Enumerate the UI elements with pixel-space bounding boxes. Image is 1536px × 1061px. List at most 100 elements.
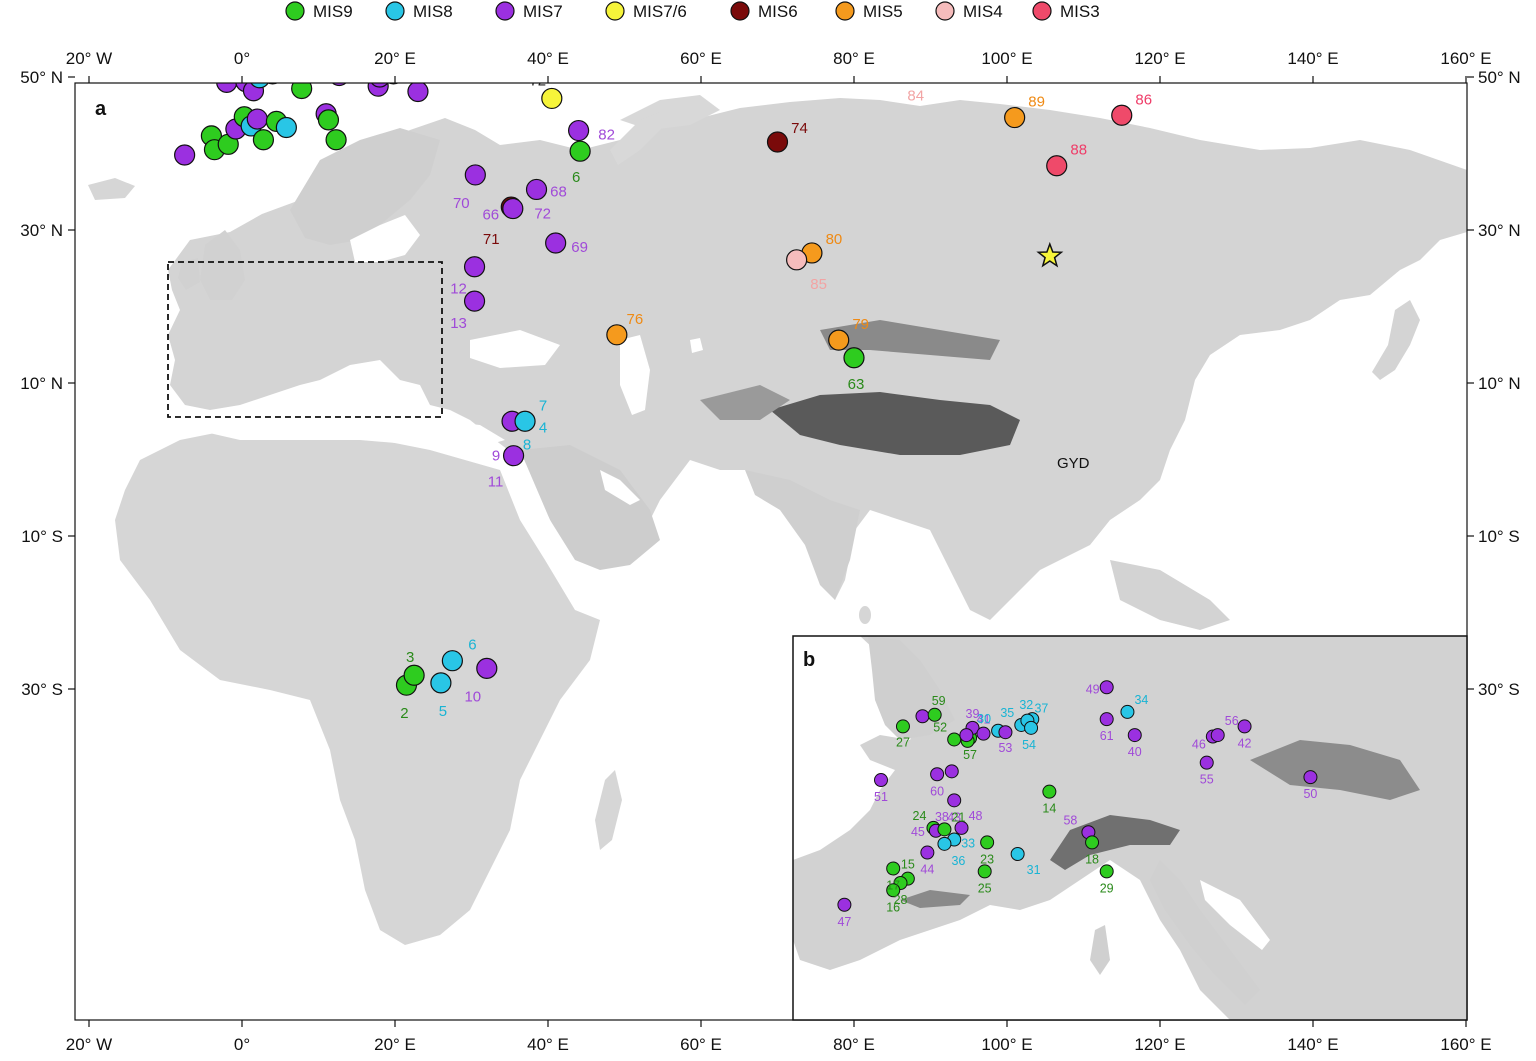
tibetan-plateau	[770, 392, 1020, 455]
legend-marker-mis5	[835, 1, 855, 21]
top-tick-label: 160° E	[1440, 49, 1491, 68]
site-marker-mis9	[291, 83, 313, 100]
top-longitude-axis: 20° W 0° 20° E 40° E 60° E 80° E 100° E 120° E 1…	[66, 49, 1492, 83]
inset-pyrenees	[900, 890, 970, 908]
site-label: 13	[450, 315, 467, 332]
site-label: 65	[905, 40, 922, 57]
site-marker-mis4	[884, 59, 904, 79]
bottom-tick-label: 160° E	[1440, 1035, 1491, 1054]
site-label: 72	[534, 206, 551, 223]
top-tick-label: 20° W	[66, 49, 112, 68]
left-tick-label: 30° S	[21, 680, 63, 699]
site-marker-mis9	[325, 129, 347, 151]
site-marker-mis9	[403, 664, 425, 686]
japan	[1372, 300, 1420, 380]
site-marker-mis7	[476, 657, 498, 679]
inset-site-marker-mis7	[874, 773, 888, 788]
legend-label-mis5: MIS5	[863, 2, 903, 21]
persian-gulf	[600, 470, 640, 505]
inset-site-label: 39	[966, 707, 980, 721]
inset-site-label: 43	[947, 810, 961, 824]
inset-site-label: 55	[1200, 773, 1214, 787]
site-marker-mis8	[441, 650, 463, 672]
inset-site-label: 17	[886, 879, 900, 893]
hindu-kush	[700, 385, 790, 420]
site-label: 81	[1076, 42, 1093, 59]
inset-site-marker-mis7	[837, 897, 852, 912]
site-label: 85	[810, 276, 827, 293]
site-marker-mis7	[567, 119, 590, 142]
inset-site-label: 61	[1100, 729, 1114, 743]
mountain-ranges	[820, 320, 1000, 360]
panel-b-letter: b	[803, 649, 815, 671]
site-label: 78	[684, 0, 701, 1]
inset-site-label: 52	[933, 720, 947, 734]
inset-site-marker-mis7	[1303, 770, 1318, 785]
right-tick-label: 30° N	[1478, 221, 1521, 240]
site-label: 82	[598, 127, 615, 144]
gyd-star-marker	[1036, 241, 1064, 268]
bottom-tick-label: 80° E	[833, 1035, 875, 1054]
site-marker-mis8	[430, 672, 452, 694]
panel-a-letter: a	[95, 98, 107, 120]
inset-site-label: 18	[1085, 852, 1099, 866]
site-marker-mis7	[318, 59, 338, 79]
left-tick-label: 10° S	[21, 527, 63, 546]
inset-site-label: 27	[896, 735, 910, 749]
inset-site-label: 30	[977, 712, 991, 726]
inset-corsica-sardinia	[1090, 925, 1110, 975]
bottom-tick-label: 140° E	[1287, 1035, 1338, 1054]
panel-a-sites	[174, 59, 1133, 696]
site-label: 3	[406, 649, 414, 666]
site-marker-mis8	[250, 83, 269, 89]
legend-label-mis4: MIS4	[963, 2, 1003, 21]
inset-site-label: 48	[969, 809, 983, 823]
inset-site-label: 24	[913, 809, 927, 823]
site-label: 80	[826, 231, 843, 248]
british-isles	[200, 230, 245, 300]
site-marker-mis7	[331, 83, 347, 87]
right-tick-label: 10° S	[1478, 527, 1520, 546]
site-marker-mis9	[252, 129, 275, 151]
inset-site-label: 50	[1303, 787, 1317, 801]
site-marker-mis7-6	[541, 87, 563, 110]
site-marker-mis7	[525, 178, 548, 201]
sri-lanka	[859, 606, 871, 624]
bottom-tick-label: 0°	[234, 1035, 250, 1054]
site-marker-mis7	[174, 144, 196, 166]
inset-site-label: 25	[978, 881, 992, 895]
top-tick-label: 60° E	[680, 49, 722, 68]
site-label: 11	[488, 474, 504, 491]
site-marker-mis9	[317, 109, 340, 131]
red-sea	[505, 450, 580, 575]
inset-site-label: 21	[951, 810, 965, 824]
legend-marker-mis6	[730, 1, 750, 21]
inset-mediterranean	[940, 915, 1220, 1020]
bottom-tick-label: 20° W	[66, 1035, 112, 1054]
inset-site-label: 35	[1000, 706, 1014, 720]
inset-site-label: 28	[894, 893, 908, 907]
site-label: 72	[529, 72, 546, 89]
top-tick-label: 40° E	[527, 49, 569, 68]
site-label: 68	[550, 183, 567, 200]
baltic-sea	[350, 215, 420, 262]
inset-site-marker-mis9	[977, 864, 992, 879]
inset-site-label: 41	[977, 713, 991, 727]
southeast-asia	[1110, 560, 1230, 630]
caspian-sea	[620, 335, 650, 415]
inset-italy	[1150, 860, 1260, 1005]
inset-site-label: 45	[911, 825, 925, 839]
inset-adriatic	[1200, 880, 1270, 950]
left-tick-label: 10° N	[20, 374, 63, 393]
legend-marker-mis8	[385, 1, 405, 21]
bottom-tick-label: 120° E	[1134, 1035, 1185, 1054]
right-tick-label: 30° S	[1478, 680, 1520, 699]
site-marker-mis7	[260, 83, 262, 84]
bottom-tick-label: 20° E	[374, 1035, 416, 1054]
legend-marker-mis9	[285, 1, 305, 21]
site-marker-mis7	[370, 83, 389, 88]
site-marker-mis7	[545, 232, 567, 254]
inset-site-marker-mis9	[1042, 784, 1057, 799]
black-sea	[470, 330, 560, 368]
inset-site-label: 36	[951, 854, 965, 868]
